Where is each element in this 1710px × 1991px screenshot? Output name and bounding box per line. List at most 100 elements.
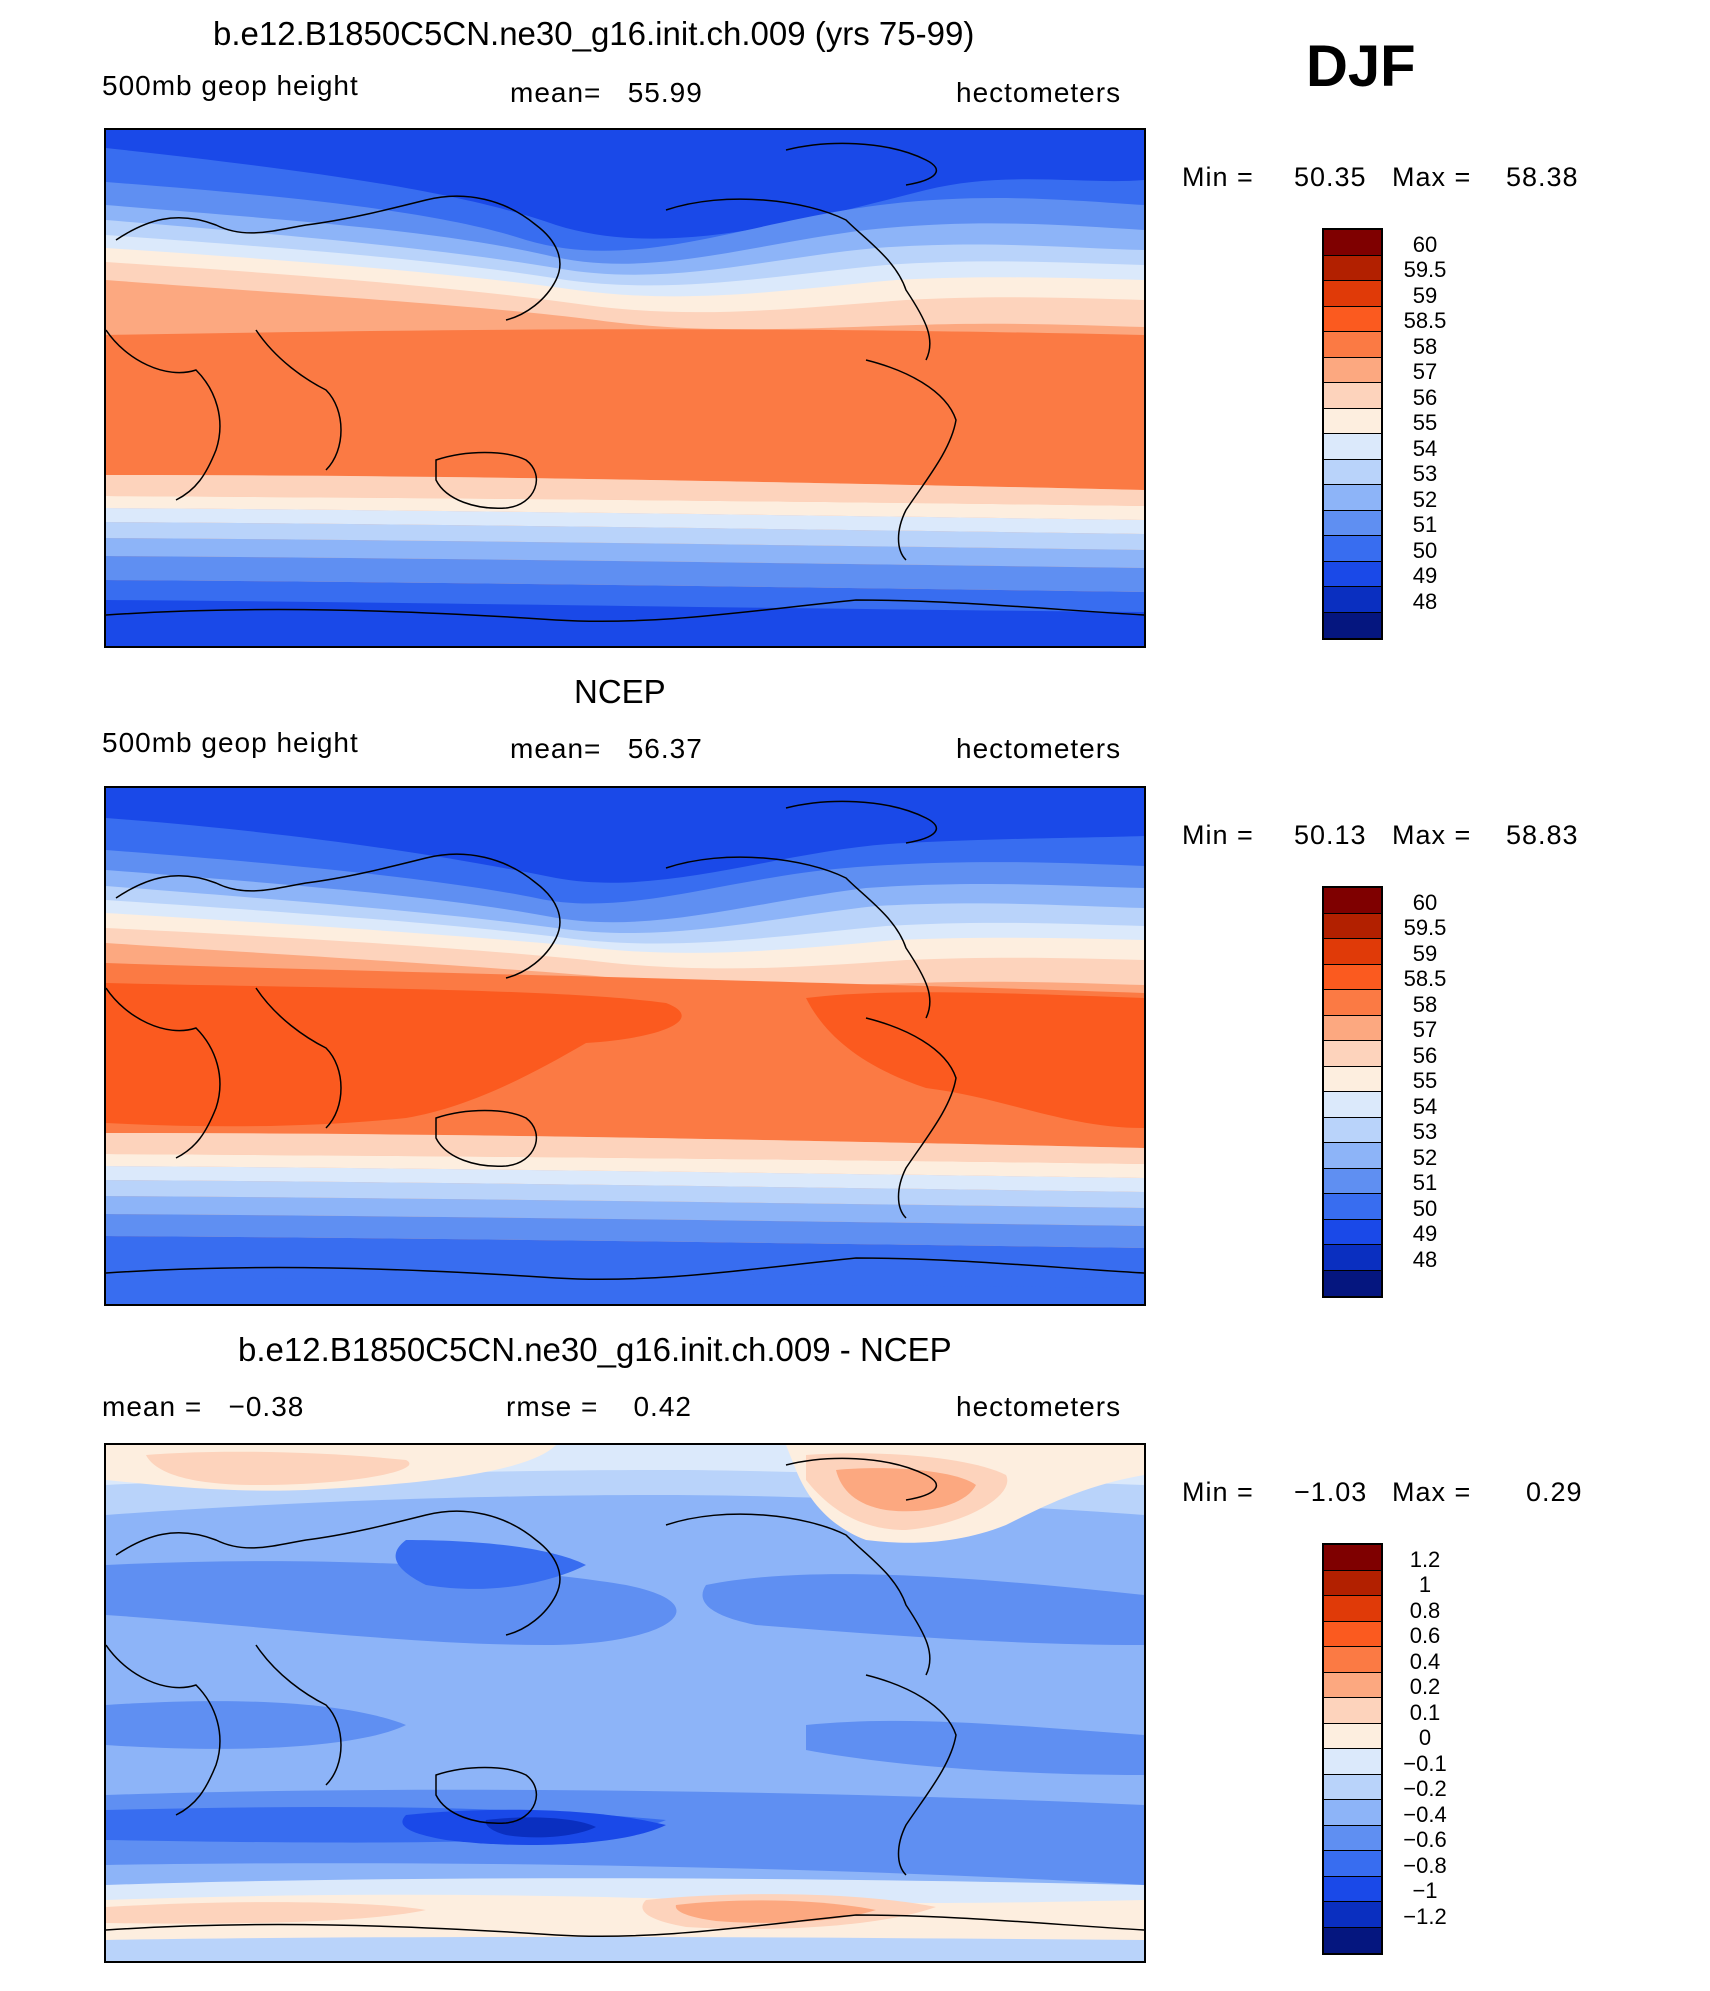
colorbar-label: 49 (1412, 1221, 1438, 1246)
colorbar-label: 57 (1412, 359, 1438, 384)
colorbar-swatch (1324, 1270, 1381, 1296)
panel-2-max-value: 58.83 (1506, 820, 1579, 850)
colorbar-swatch (1324, 485, 1381, 511)
colorbar-swatch (1324, 1066, 1381, 1092)
panel-2-colorbar-labels: 60 59.5 59 58.5 58 57 56 55 54 53 52 51 50 49 48 (1385, 886, 1485, 1298)
colorbar-label: 1 (1418, 1572, 1432, 1597)
colorbar-label: −1.2 (1403, 1903, 1447, 1929)
colorbar-swatch (1324, 939, 1381, 965)
panel-3-max-label: Max = (1392, 1477, 1472, 1507)
panel-3-min-value: −1.03 (1294, 1477, 1368, 1507)
panel-1-units: hectometers (956, 77, 1122, 108)
panel-1-map (104, 128, 1146, 648)
colorbar-swatch (1324, 306, 1381, 332)
panel-2-left-label: 500mb geop height (102, 727, 359, 758)
colorbar-label: 60 (1412, 889, 1438, 915)
colorbar-swatch (1324, 230, 1381, 256)
colorbar-label: −0.8 (1403, 1852, 1447, 1878)
panel-1-colorbar-labels: 60 59.5 59 58.5 58 57 56 55 54 53 52 51 50 49 48 (1385, 228, 1485, 640)
colorbar-label: 1.2 (1409, 1546, 1441, 1572)
colorbar-swatch (1324, 1800, 1381, 1826)
colorbar-label: 58.5 (1403, 966, 1447, 991)
panel-3-units: hectometers (956, 1391, 1122, 1422)
panel-3-rmse: rmse = 0.42 (506, 1391, 692, 1422)
colorbar-swatch (1324, 1015, 1381, 1041)
colorbar-label: 55 (1412, 1068, 1438, 1093)
colorbar-label: 54 (1412, 435, 1438, 461)
colorbar-swatch (1324, 1876, 1381, 1902)
panel-2-units: hectometers (956, 733, 1122, 764)
colorbar-label: 52 (1412, 1144, 1438, 1170)
colorbar-swatch (1324, 255, 1381, 281)
colorbar-swatch (1324, 1570, 1381, 1596)
panel-1-colorbar (1322, 228, 1383, 640)
colorbar-swatch (1324, 1545, 1381, 1571)
panel-1-left-label: 500mb geop height (102, 70, 359, 101)
colorbar-swatch (1324, 1851, 1381, 1877)
colorbar-label: 53 (1412, 1119, 1438, 1144)
colorbar-swatch (1324, 990, 1381, 1016)
panel-3-title: b.e12.B1850C5CN.ne30_g16.init.ch.009 - N… (238, 1331, 952, 1368)
colorbar-swatch (1324, 1194, 1381, 1220)
colorbar-label: 55 (1412, 410, 1438, 435)
season-label: DJF (1306, 34, 1416, 99)
colorbar-swatch (1324, 1621, 1381, 1647)
colorbar-label: 58.5 (1403, 308, 1447, 333)
colorbar-swatch (1324, 383, 1381, 409)
colorbar-label: 58 (1412, 333, 1438, 359)
colorbar-swatch (1324, 913, 1381, 939)
colorbar-swatch (1324, 1117, 1381, 1143)
colorbar-label: 49 (1412, 563, 1438, 588)
colorbar-swatch (1324, 561, 1381, 587)
panel-1-min-label: Min = (1182, 162, 1254, 192)
panel-3-max-value: 0.29 (1526, 1477, 1583, 1507)
colorbar-label: 0.2 (1409, 1674, 1441, 1699)
colorbar-swatch (1324, 1092, 1381, 1118)
colorbar-swatch (1324, 1596, 1381, 1622)
colorbar-label: 0.1 (1409, 1699, 1441, 1725)
colorbar-swatch (1324, 1698, 1381, 1724)
colorbar-swatch (1324, 1902, 1381, 1928)
colorbar-swatch (1324, 612, 1381, 638)
panel-1-max-value: 58.38 (1506, 162, 1579, 192)
colorbar-label: 53 (1412, 461, 1438, 486)
colorbar-swatch (1324, 357, 1381, 383)
panel-2-title: NCEP (574, 673, 666, 710)
colorbar-swatch (1324, 1168, 1381, 1194)
colorbar-label: 56 (1412, 1042, 1438, 1068)
colorbar-label: 50 (1412, 1195, 1438, 1221)
panel-1-mean: mean= 55.99 (510, 77, 703, 108)
panel-3-map (104, 1443, 1146, 1963)
colorbar-label: 59.5 (1403, 257, 1447, 282)
colorbar-label: 59 (1412, 940, 1438, 966)
panel-3-mean: mean = −0.38 (102, 1391, 305, 1422)
colorbar-swatch (1324, 1647, 1381, 1673)
colorbar-label: 0.4 (1409, 1648, 1441, 1674)
colorbar-label: 60 (1412, 231, 1438, 257)
colorbar-label: 0.6 (1409, 1623, 1441, 1648)
colorbar-label: 52 (1412, 486, 1438, 512)
colorbar-label: 51 (1412, 1170, 1438, 1195)
colorbar-swatch (1324, 964, 1381, 990)
colorbar-swatch (1324, 587, 1381, 613)
panel-1-min-value: 50.35 (1294, 162, 1367, 192)
colorbar-swatch (1324, 1723, 1381, 1749)
panel-1-title: b.e12.B1850C5CN.ne30_g16.init.ch.009 (yr… (213, 15, 975, 52)
colorbar-swatch (1324, 408, 1381, 434)
panel-3-colorbar-labels: 1.2 1 0.8 0.6 0.4 0.2 0.1 0 −0.1 −0.2 −0.4 −0.6 −0.8… (1385, 1543, 1485, 1955)
colorbar-label: 48 (1412, 588, 1438, 614)
colorbar-label: 51 (1412, 512, 1438, 537)
colorbar-swatch (1324, 332, 1381, 358)
panel-2-min-label: Min = (1182, 820, 1254, 850)
colorbar-swatch (1324, 1927, 1381, 1953)
panel-2-colorbar (1322, 886, 1383, 1298)
colorbar-label: 58 (1412, 991, 1438, 1017)
colorbar-swatch (1324, 510, 1381, 536)
colorbar-label: 48 (1412, 1246, 1438, 1272)
colorbar-label: 54 (1412, 1093, 1438, 1119)
colorbar-swatch (1324, 1774, 1381, 1800)
colorbar-swatch (1324, 1143, 1381, 1169)
colorbar-label: 0 (1418, 1725, 1432, 1750)
colorbar-label: 0.8 (1409, 1597, 1441, 1623)
colorbar-swatch (1324, 1749, 1381, 1775)
